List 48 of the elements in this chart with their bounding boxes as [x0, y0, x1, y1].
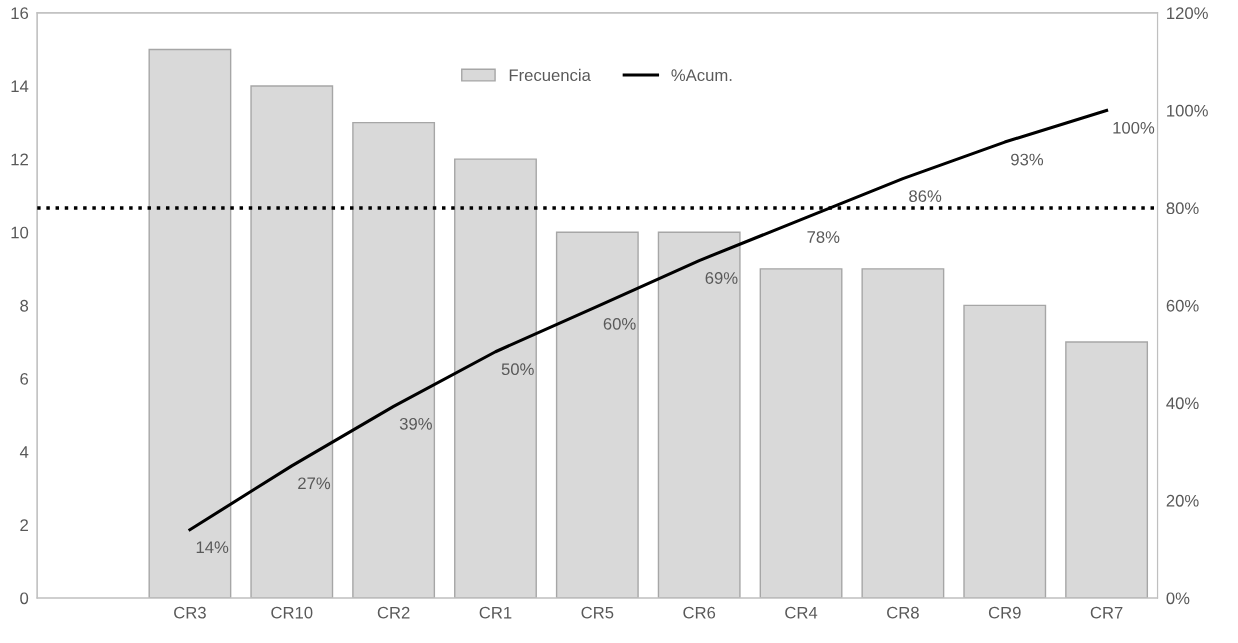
x-tick-label: CR3	[174, 606, 206, 619]
x-tick-label: CR4	[785, 606, 818, 619]
data-label: 93%	[1011, 153, 1044, 166]
data-label: 27%	[298, 477, 331, 490]
x-tick-label: CR6	[683, 606, 716, 619]
data-label: 69%	[705, 272, 738, 284]
bar	[352, 121, 436, 598]
legend-label: Frecuencia	[509, 68, 591, 82]
y2-tick-label: 20%	[1166, 494, 1199, 507]
bar	[963, 304, 1047, 598]
x-tick-label: CR5	[581, 606, 614, 619]
y-tick-label: 4	[19, 446, 29, 458]
y2-tick-label: 120%	[1167, 7, 1208, 20]
bar	[657, 231, 741, 598]
bar	[1065, 341, 1149, 598]
y2-tick-label: 60%	[1166, 299, 1199, 312]
bar	[250, 85, 334, 598]
y-tick-label: 8	[20, 299, 29, 312]
y-tick-label: 10	[11, 226, 29, 239]
bar	[454, 158, 537, 598]
y-tick-label: 6	[20, 372, 29, 385]
data-label: 14%	[196, 541, 229, 554]
bar	[555, 231, 639, 598]
data-label: 50%	[501, 363, 534, 376]
legend-label: %Acum.	[671, 69, 732, 82]
x-tick-label: CR2	[377, 606, 410, 619]
y2-tick-label: 0%	[1166, 592, 1190, 605]
data-label: 100%	[1113, 121, 1155, 134]
y-tick-label: 12	[11, 153, 28, 166]
data-label: 60%	[603, 317, 636, 330]
x-tick-label: CR1	[479, 606, 512, 619]
x-tick-label: CR10	[271, 606, 313, 619]
bar	[861, 268, 945, 598]
y-tick-label: 0	[20, 592, 29, 605]
y-tick-label: 2	[20, 519, 28, 531]
x-tick-label: CR9	[988, 606, 1021, 619]
bar	[148, 48, 232, 598]
data-label: 39%	[399, 417, 432, 430]
y-tick-label: 16	[11, 7, 29, 20]
y2-tick-label: 100%	[1167, 104, 1208, 117]
y2-tick-label: 40%	[1166, 397, 1199, 410]
data-label: 78%	[807, 231, 840, 243]
x-tick-label: CR8	[887, 606, 919, 619]
y2-tick-label: 80%	[1166, 202, 1199, 215]
x-tick-label: CR7	[1090, 606, 1123, 619]
data-label: 86%	[909, 190, 942, 202]
bar	[759, 268, 843, 598]
y-tick-label: 14	[11, 80, 29, 93]
